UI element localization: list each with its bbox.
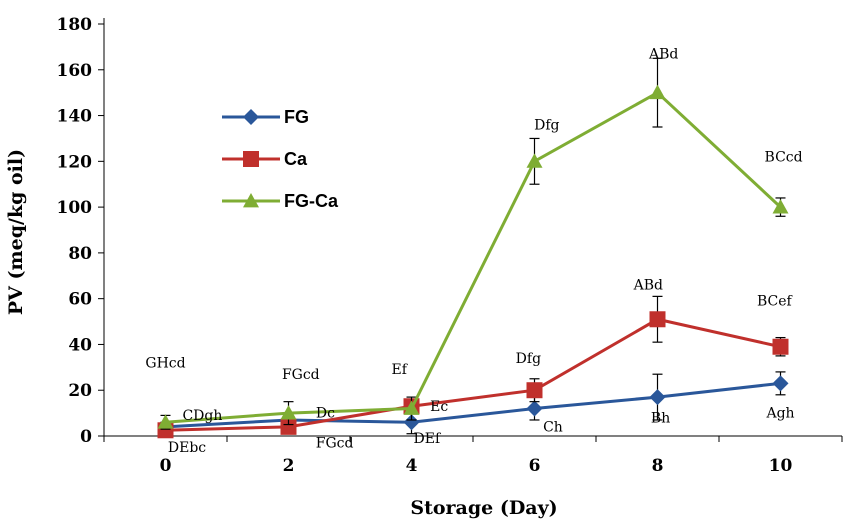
y-tick-label: 140 xyxy=(57,107,93,127)
data-point-ca xyxy=(526,382,543,399)
data-point-fg xyxy=(526,400,543,417)
legend-label-fg-ca: FG-Ca xyxy=(284,191,339,211)
significance-label: DEbc xyxy=(168,440,206,456)
data-point-fg-ca xyxy=(280,405,297,420)
significance-label: FGcd xyxy=(316,435,354,451)
data-point-fg xyxy=(403,414,420,431)
significance-label: DEf xyxy=(414,431,442,447)
significance-label: FGcd xyxy=(282,367,320,383)
significance-label: ABd xyxy=(648,46,678,62)
significance-label: Bh xyxy=(651,410,670,426)
series-line-ca xyxy=(165,317,781,432)
significance-label: Dfg xyxy=(516,351,541,367)
axes: 0 20 40 60 80 100 120 140 160 180 0 2 4 6 8 10 xyxy=(57,15,843,476)
y-tick-label: 40 xyxy=(68,335,92,355)
significance-label: Ch xyxy=(543,419,563,435)
y-tick-label: 180 xyxy=(57,15,93,35)
data-point-fg-ca xyxy=(772,199,789,214)
y-tick-label: 0 xyxy=(80,427,92,447)
y-tick-label: 120 xyxy=(57,152,93,172)
significance-label: Agh xyxy=(765,406,794,422)
significance-label: BCcd xyxy=(765,149,803,165)
x-tick-label: 10 xyxy=(769,456,793,476)
series-fg-ca xyxy=(157,57,789,430)
series-fg xyxy=(157,371,789,435)
legend-label-fg: FG xyxy=(284,107,309,127)
x-tick-label: 0 xyxy=(160,456,172,476)
data-point-fg-ca xyxy=(403,400,420,415)
y-tick-label: 160 xyxy=(57,61,93,81)
data-point-fg xyxy=(649,389,666,406)
series-ca xyxy=(157,295,789,439)
data-point-ca xyxy=(649,311,666,328)
significance-label: Dc xyxy=(316,406,335,422)
x-tick-label: 6 xyxy=(529,456,541,476)
series-line-fg xyxy=(165,381,781,429)
significance-label: Ec xyxy=(430,399,448,415)
data-point-fg-ca xyxy=(526,153,543,168)
legend-marker-fg-ca xyxy=(243,193,259,208)
annotation-layer: GHcd CDgh DEbc FGcd Dc FGcd Ef Ec DEf Dfg Ch ABd Bh B… xyxy=(145,46,802,456)
data-point-ca xyxy=(280,418,297,435)
legend-marker-ca xyxy=(243,151,259,167)
x-axis-title: Storage (Day) xyxy=(410,497,557,519)
series-line-fg-ca xyxy=(165,90,782,424)
significance-label: CDgh xyxy=(182,408,222,424)
y-tick-label: 60 xyxy=(68,290,92,310)
data-point-ca xyxy=(772,338,789,355)
y-tick-label: 20 xyxy=(68,381,92,401)
significance-label: Dfg xyxy=(534,117,559,133)
significance-label: ABd xyxy=(633,278,663,294)
y-axis-title: PV (meq/kg oil) xyxy=(5,149,27,315)
legend-label-ca: Ca xyxy=(284,149,308,169)
data-point-fg xyxy=(772,375,789,392)
x-tick-label: 4 xyxy=(406,456,418,476)
data-point-fg-ca xyxy=(157,414,174,429)
data-point-fg-ca xyxy=(649,84,666,100)
y-tick-label: 80 xyxy=(68,244,92,264)
x-tick-label: 2 xyxy=(283,456,295,476)
significance-label: Ef xyxy=(391,362,408,378)
legend: FG Ca FG-Ca xyxy=(222,107,339,211)
significance-label: BCef xyxy=(757,294,794,310)
x-tick-label: 8 xyxy=(652,456,664,476)
significance-label: GHcd xyxy=(145,355,185,371)
y-tick-label: 100 xyxy=(57,198,93,218)
series-layer xyxy=(157,57,789,439)
legend-marker-fg xyxy=(243,109,259,125)
